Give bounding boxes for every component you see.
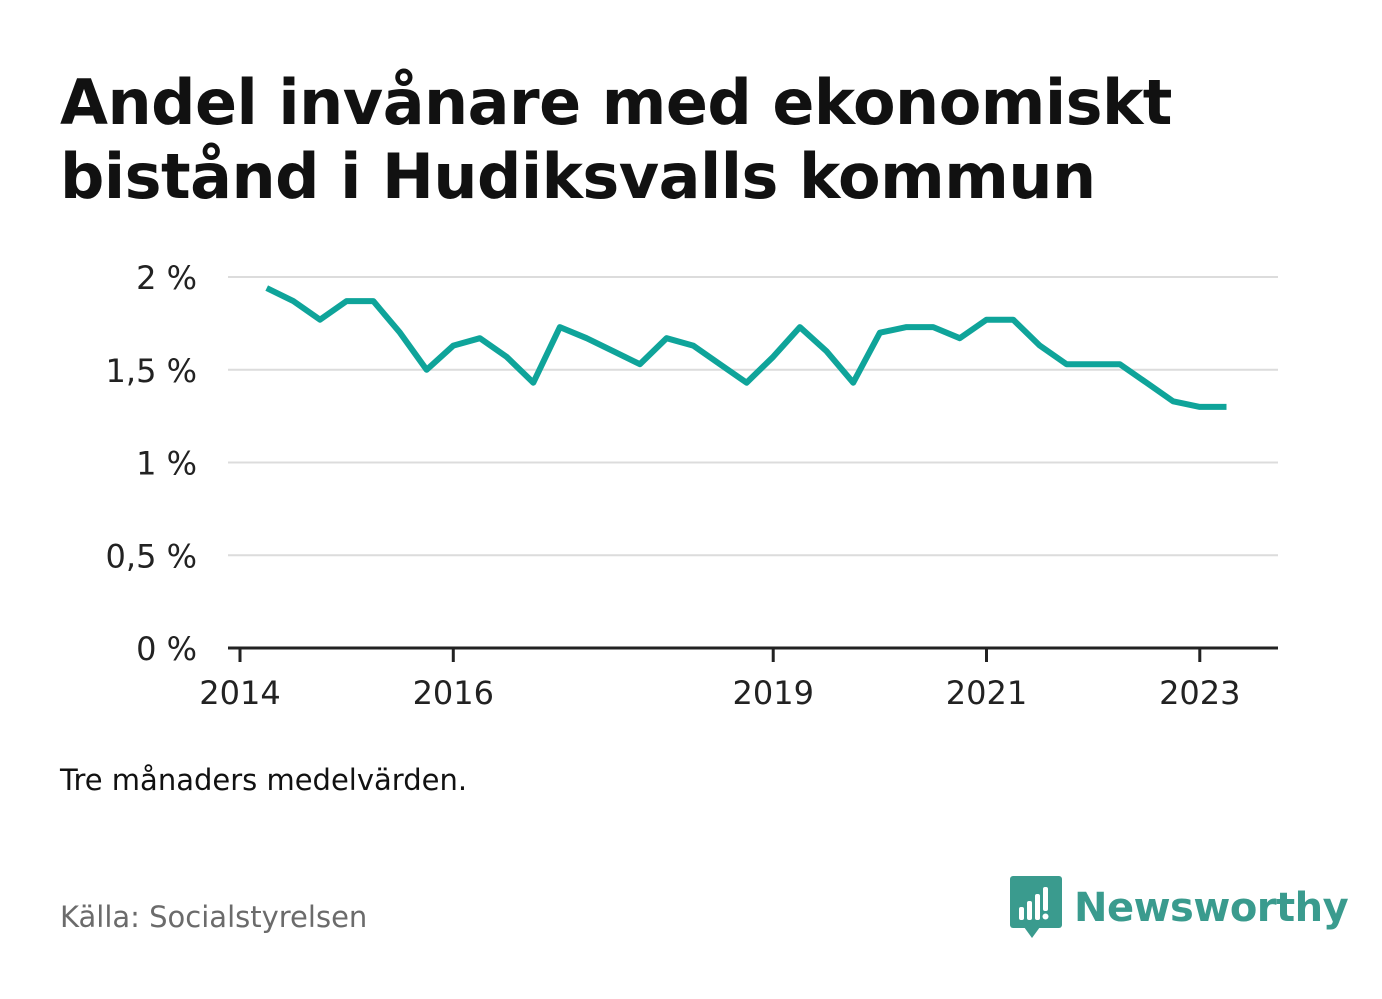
x-tick-label: 2016 (413, 674, 494, 712)
y-tick-label: 1,5 % (106, 352, 197, 390)
x-tick-label: 2021 (946, 674, 1027, 712)
source-credit: Källa: Socialstyrelsen (60, 900, 368, 934)
newsworthy-logo-icon (1010, 876, 1062, 938)
chart-title: Andel invånare med ekonomiskt bistånd i … (60, 66, 1172, 213)
y-tick-label: 2 % (136, 259, 197, 297)
chart-note: Tre månaders medelvärden. (60, 763, 468, 797)
x-tick-label: 2014 (199, 674, 280, 712)
x-tick-label: 2019 (732, 674, 813, 712)
series (265, 285, 1227, 410)
y-axis-ticks: 0 % 0,5 % 1 % 1,5 % 2 % (106, 259, 197, 668)
series-line (265, 285, 1227, 410)
x-tick-label: 2023 (1159, 674, 1240, 712)
y-tick-label: 1 % (136, 445, 197, 483)
brand-logo: Newsworthy (1010, 876, 1349, 940)
brand-name: Newsworthy (1074, 885, 1349, 931)
y-tick-label: 0,5 % (106, 537, 197, 575)
x-axis-ticks: 2014 2016 2019 2021 2023 (199, 648, 1241, 712)
y-tick-label: 0 % (136, 630, 197, 668)
gridlines (228, 276, 1278, 557)
